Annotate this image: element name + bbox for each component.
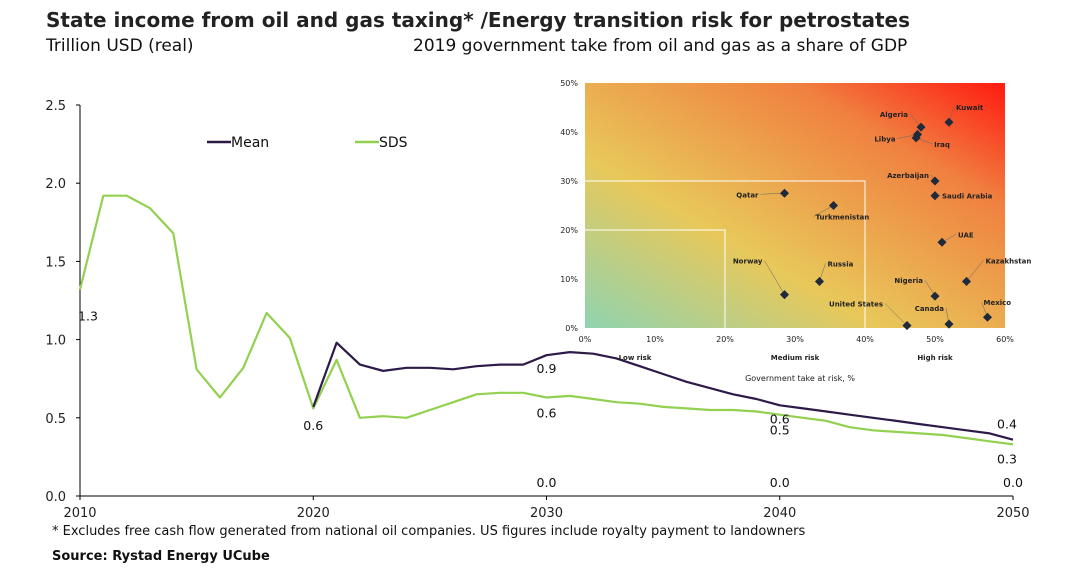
leader-line-kazakhstan [966, 260, 984, 282]
x-tick-label: 2030 [530, 506, 563, 521]
leader-line-turkmenistan [813, 205, 834, 217]
inset-scatter-chart: 0% 10% 20% 30% 40% 50% 0% 10% 20% 30% 40% 50% 60% Low… [560, 79, 1031, 383]
y-tick-label: 2.5 [45, 99, 66, 114]
x-tick-label: 2020 [297, 506, 330, 521]
point-label-norway: Norway [733, 258, 763, 266]
risk-zone-label-low-risk: Low risk [619, 354, 652, 362]
data-label: 0.6 [770, 411, 790, 426]
y-tick-label: 0.0 [45, 490, 66, 505]
data-label: 0.5 [770, 423, 790, 438]
data-label: 0.6 [537, 405, 557, 420]
point-label-qatar: Qatar [736, 191, 759, 199]
main-chart-subtitle: Trillion USD (real) [46, 36, 194, 56]
inset-x-tick-label: 0% [579, 335, 592, 344]
inset-y-tick-label: 10% [560, 275, 578, 284]
inset-y-tick-label: 20% [560, 226, 578, 235]
inset-y-tick-label: 50% [560, 79, 578, 88]
point-label-saudi-arabia: Saudi Arabia [942, 193, 993, 201]
risk-zone-label-medium-risk: Medium risk [771, 354, 820, 362]
source-note: Source: Rystad Energy UCube [52, 549, 270, 564]
data-label: 0.0 [537, 475, 557, 490]
footnote: * Excludes free cash flow generated from… [52, 524, 806, 539]
point-label-nigeria: Nigeria [894, 277, 923, 285]
y-tick-label: 1.5 [45, 255, 66, 270]
inset-y-tick-label: 30% [560, 177, 578, 186]
scatter-point-united-states [902, 321, 912, 331]
point-label-iraq: Iraq [934, 141, 950, 149]
point-label-mexico: Mexico [984, 299, 1012, 307]
inset-x-tick-label: 10% [646, 335, 664, 344]
point-label-uae: UAE [958, 231, 974, 239]
inset-x-tick-label: 50% [926, 335, 944, 344]
point-label-turkmenistan: Turkmenistan [816, 214, 870, 222]
inset-chart-subtitle: 2019 government take from oil and gas as… [413, 36, 908, 56]
x-tick-label: 2050 [996, 506, 1029, 521]
scatter-point-nigeria [930, 291, 940, 301]
data-label: 0.0 [1003, 475, 1023, 490]
medium-risk-boundary [585, 180, 866, 328]
y-tick-label: 2.0 [45, 177, 66, 192]
point-label-algeria: Algeria [880, 111, 908, 119]
scatter-point-iraq [911, 133, 921, 143]
x-tick-label: 2010 [63, 506, 96, 521]
inset-y-tick-label: 40% [560, 128, 578, 137]
point-label-libya: Libya [874, 135, 895, 143]
scatter-point-norway [779, 290, 790, 300]
inset-x-axis-title: Government take at risk, % [745, 374, 855, 383]
inset-x-tick-label: 40% [856, 335, 874, 344]
legend-label-sds: SDS [379, 135, 408, 151]
data-label: 1.3 [78, 309, 98, 324]
scatter-point-canada [944, 319, 954, 329]
series-line-mean [312, 341, 1014, 441]
series-line-sds [78, 194, 1014, 446]
point-label-united-states: United States [829, 301, 883, 309]
low-risk-boundary [585, 229, 726, 328]
point-label-azerbaijan: Azerbaijan [887, 172, 929, 180]
risk-gradient-background [585, 83, 1005, 328]
y-tick-label: 1.0 [45, 334, 66, 349]
main-line-chart: 0.0 0.5 1.0 1.5 2.0 2.5 2010 2020 2030 2040 2050 Me… [45, 99, 1029, 521]
point-label-canada: Canada [915, 305, 945, 313]
x-tick-label: 2040 [763, 506, 796, 521]
y-tick-label: 0.5 [45, 412, 66, 427]
leader-line-united-states [884, 303, 908, 326]
data-label: 0.4 [997, 417, 1017, 432]
inset-x-tick-label: 30% [786, 335, 804, 344]
data-label: 0.9 [537, 361, 557, 376]
risk-zone-label-high-risk: High risk [917, 354, 953, 362]
inset-x-tick-label: 60% [996, 335, 1014, 344]
chart-title: State income from oil and gas taxing* /E… [46, 8, 911, 32]
point-label-kazakhstan: Kazakhstan [986, 257, 1032, 265]
legend-label-mean: Mean [231, 135, 269, 151]
leader-line-norway [764, 260, 785, 295]
inset-x-tick-label: 20% [716, 335, 734, 344]
data-label: 0.3 [997, 452, 1017, 467]
point-label-russia: Russia [828, 260, 854, 268]
point-label-kuwait: Kuwait [956, 104, 984, 112]
inset-y-tick-label: 0% [565, 324, 578, 333]
data-label: 0.6 [303, 418, 323, 433]
data-label: 0.0 [770, 475, 790, 490]
